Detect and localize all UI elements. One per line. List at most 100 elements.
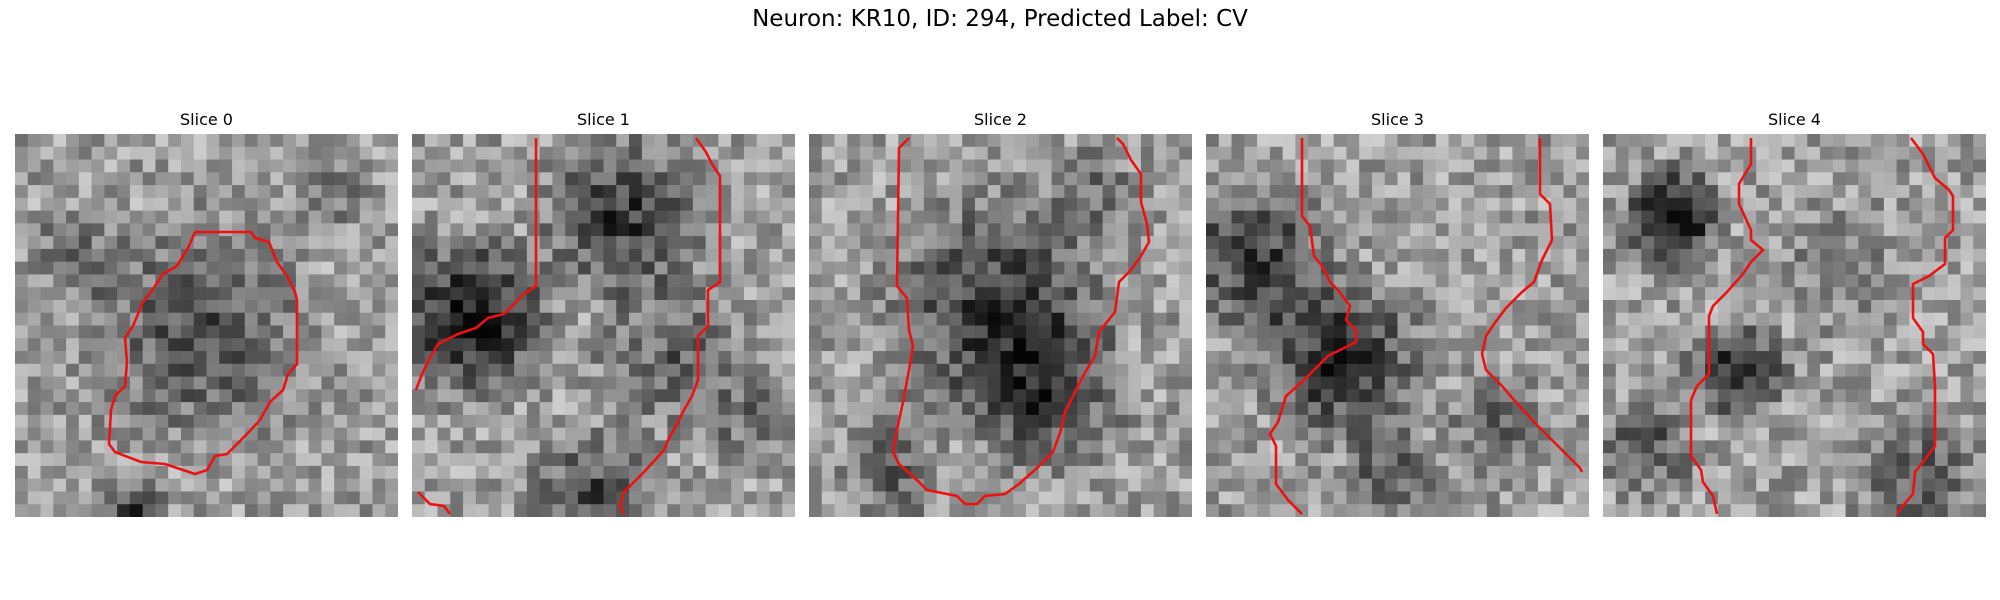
image-pixel xyxy=(1756,351,1770,365)
image-pixel xyxy=(923,210,938,224)
image-pixel xyxy=(1051,402,1065,416)
image-pixel xyxy=(1308,146,1322,160)
image-pixel xyxy=(450,491,464,505)
image-pixel xyxy=(1384,299,1398,314)
image-pixel xyxy=(1397,491,1411,505)
image-pixel xyxy=(1641,172,1655,186)
image-pixel xyxy=(91,223,105,237)
image-pixel xyxy=(936,427,950,441)
image-pixel xyxy=(1410,504,1424,517)
image-pixel xyxy=(987,134,1001,148)
image-pixel xyxy=(385,363,398,377)
image-pixel xyxy=(1206,159,1220,173)
image-pixel xyxy=(898,504,912,517)
image-pixel xyxy=(206,172,220,186)
image-pixel xyxy=(680,453,694,467)
image-pixel xyxy=(1026,389,1040,403)
image-pixel xyxy=(1128,274,1142,288)
image-pixel xyxy=(1153,236,1167,250)
image-pixel xyxy=(1628,465,1642,480)
image-pixel xyxy=(15,465,29,480)
image-pixel xyxy=(1397,376,1411,390)
image-pixel xyxy=(1705,185,1719,199)
image-pixel xyxy=(1603,427,1617,441)
image-pixel xyxy=(359,236,373,250)
image-pixel xyxy=(385,159,398,173)
image-pixel xyxy=(1231,236,1245,250)
image-pixel xyxy=(1973,414,1986,429)
image-pixel xyxy=(743,478,758,492)
image-pixel xyxy=(283,504,297,517)
image-pixel xyxy=(705,172,719,186)
image-pixel xyxy=(104,287,118,301)
image-pixel xyxy=(1269,287,1283,301)
image-pixel xyxy=(66,504,80,517)
image-pixel xyxy=(1397,453,1411,467)
image-pixel xyxy=(1448,248,1462,263)
image-pixel xyxy=(1423,376,1437,390)
image-pixel xyxy=(1717,274,1732,288)
image-pixel xyxy=(514,287,528,301)
image-pixel xyxy=(27,312,41,326)
image-pixel xyxy=(321,325,335,339)
image-pixel xyxy=(117,287,131,301)
image-pixel xyxy=(1244,465,1258,480)
image-pixel xyxy=(756,223,770,237)
image-pixel xyxy=(1371,440,1386,454)
image-pixel xyxy=(949,223,963,237)
image-pixel xyxy=(641,453,655,467)
image-pixel xyxy=(244,261,258,275)
image-pixel xyxy=(359,210,373,224)
image-pixel xyxy=(321,274,335,288)
image-pixel xyxy=(1871,210,1885,224)
image-pixel xyxy=(206,134,220,148)
image-pixel xyxy=(1435,223,1449,237)
image-pixel xyxy=(885,223,899,237)
image-pixel xyxy=(385,338,398,352)
image-pixel xyxy=(1947,159,1961,173)
image-pixel xyxy=(860,491,874,505)
image-pixel xyxy=(334,389,348,403)
image-pixel xyxy=(1973,197,1986,211)
image-pixel xyxy=(616,274,630,288)
image-pixel xyxy=(936,351,950,365)
image-pixel xyxy=(168,159,182,173)
image-pixel xyxy=(1115,134,1129,148)
image-pixel xyxy=(1973,223,1986,237)
image-pixel xyxy=(270,146,284,160)
image-pixel xyxy=(603,376,617,390)
image-pixel xyxy=(1102,376,1116,390)
image-pixel xyxy=(501,197,515,211)
image-pixel xyxy=(1397,402,1411,416)
image-pixel xyxy=(463,338,477,352)
image-pixel xyxy=(641,287,655,301)
image-pixel xyxy=(1115,236,1129,250)
image-pixel xyxy=(603,338,617,352)
image-pixel xyxy=(1320,389,1335,403)
image-pixel xyxy=(1871,159,1885,173)
image-pixel xyxy=(590,172,604,186)
image-pixel xyxy=(1679,491,1693,505)
image-pixel xyxy=(206,402,220,416)
image-pixel xyxy=(1563,236,1577,250)
image-pixel xyxy=(1641,287,1655,301)
image-pixel xyxy=(1525,376,1539,390)
image-pixel xyxy=(1909,363,1923,377)
image-pixel xyxy=(1423,363,1437,377)
image-pixel xyxy=(359,185,373,199)
image-pixel xyxy=(1512,376,1526,390)
image-pixel xyxy=(923,274,938,288)
image-pixel xyxy=(1077,159,1091,173)
image-pixel xyxy=(1603,465,1617,480)
image-pixel xyxy=(15,389,29,403)
image-pixel xyxy=(1973,210,1986,224)
image-pixel xyxy=(372,491,386,505)
image-pixel xyxy=(66,236,80,250)
image-pixel xyxy=(1768,491,1783,505)
image-pixel xyxy=(923,159,938,173)
image-pixel xyxy=(1486,287,1501,301)
image-pixel xyxy=(1947,414,1961,429)
image-pixel xyxy=(898,223,912,237)
image-pixel xyxy=(1000,223,1014,237)
image-pixel xyxy=(680,146,694,160)
